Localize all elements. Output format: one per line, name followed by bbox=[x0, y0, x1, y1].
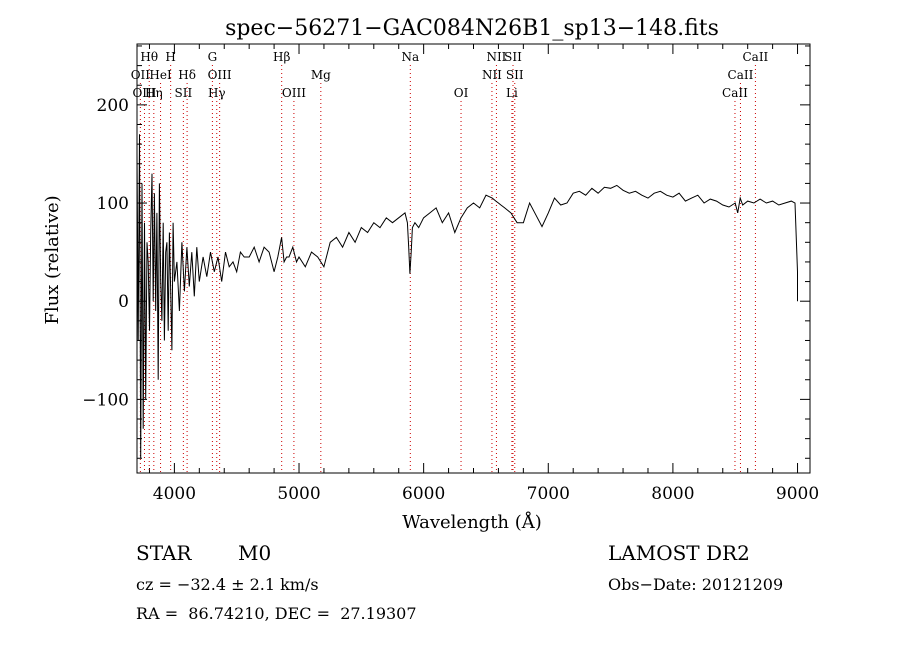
subclass-label: M0 bbox=[238, 541, 272, 565]
survey-label: LAMOST DR2 bbox=[608, 541, 750, 565]
x-tick-label: 8000 bbox=[651, 484, 694, 504]
x-tick-label: 7000 bbox=[527, 484, 570, 504]
line-marker-label: SII bbox=[175, 86, 193, 100]
line-marker-label: Na bbox=[401, 50, 419, 64]
x-tick-label: 5000 bbox=[277, 484, 320, 504]
line-marker-label: Hη bbox=[145, 86, 163, 100]
y-axis-label: Flux (relative) bbox=[42, 195, 63, 324]
y-tick-label: 0 bbox=[118, 292, 129, 312]
redshift-label: cz = −32.4 ± 2.1 km/s bbox=[136, 575, 319, 594]
x-tick-label: 6000 bbox=[402, 484, 445, 504]
x-tick-label: 4000 bbox=[153, 484, 196, 504]
line-marker-label: SII bbox=[504, 50, 522, 64]
line-marker-label: Hγ bbox=[208, 86, 226, 100]
y-tick-label: 200 bbox=[97, 96, 129, 116]
line-marker-label: OIII bbox=[208, 68, 232, 82]
x-axis-label: Wavelength (Å) bbox=[402, 511, 542, 533]
line-marker-label: SII bbox=[506, 68, 524, 82]
chart-title: spec−56271−GAC084N26B1_sp13−148.fits bbox=[225, 16, 719, 41]
line-marker-label: OIII bbox=[282, 86, 306, 100]
line-marker-label: OIII bbox=[132, 86, 156, 100]
line-marker-label: Hβ bbox=[273, 50, 290, 64]
line-marker-label: G bbox=[208, 50, 218, 64]
line-marker-label: CaII bbox=[742, 50, 768, 64]
line-marker-label: Li bbox=[506, 86, 518, 100]
plot-frame bbox=[136, 43, 811, 474]
coordinates-label: RA = 86.74210, DEC = 27.19307 bbox=[136, 604, 417, 623]
y-tick-labels: −100 0 100 200 bbox=[82, 96, 129, 411]
line-marker-label: Mg bbox=[311, 68, 331, 82]
line-marker-label: NII bbox=[486, 50, 506, 64]
line-markers bbox=[139, 65, 756, 473]
obs-date-label: Obs−Date: 20121209 bbox=[608, 575, 784, 594]
line-marker-label: CaII bbox=[728, 68, 754, 82]
line-marker-label: OII bbox=[131, 68, 151, 82]
minor-ticks bbox=[137, 44, 810, 473]
x-tick-labels: 4000 5000 6000 7000 8000 9000 bbox=[153, 484, 819, 504]
major-ticks bbox=[137, 44, 810, 473]
line-marker-label: NII bbox=[482, 68, 502, 82]
line-marker-label: OI bbox=[454, 86, 469, 100]
line-marker-label: Hδ bbox=[178, 68, 196, 82]
line-marker-label: HeI bbox=[149, 68, 172, 82]
flux-series-line bbox=[136, 134, 798, 459]
line-marker-label: H bbox=[165, 50, 175, 64]
line-marker-label: Hθ bbox=[140, 50, 158, 64]
line-marker-label: CaII bbox=[722, 86, 748, 100]
y-tick-label: 100 bbox=[97, 194, 129, 214]
class-label: STAR bbox=[136, 541, 192, 565]
x-tick-label: 9000 bbox=[776, 484, 819, 504]
y-tick-label: −100 bbox=[82, 390, 129, 410]
